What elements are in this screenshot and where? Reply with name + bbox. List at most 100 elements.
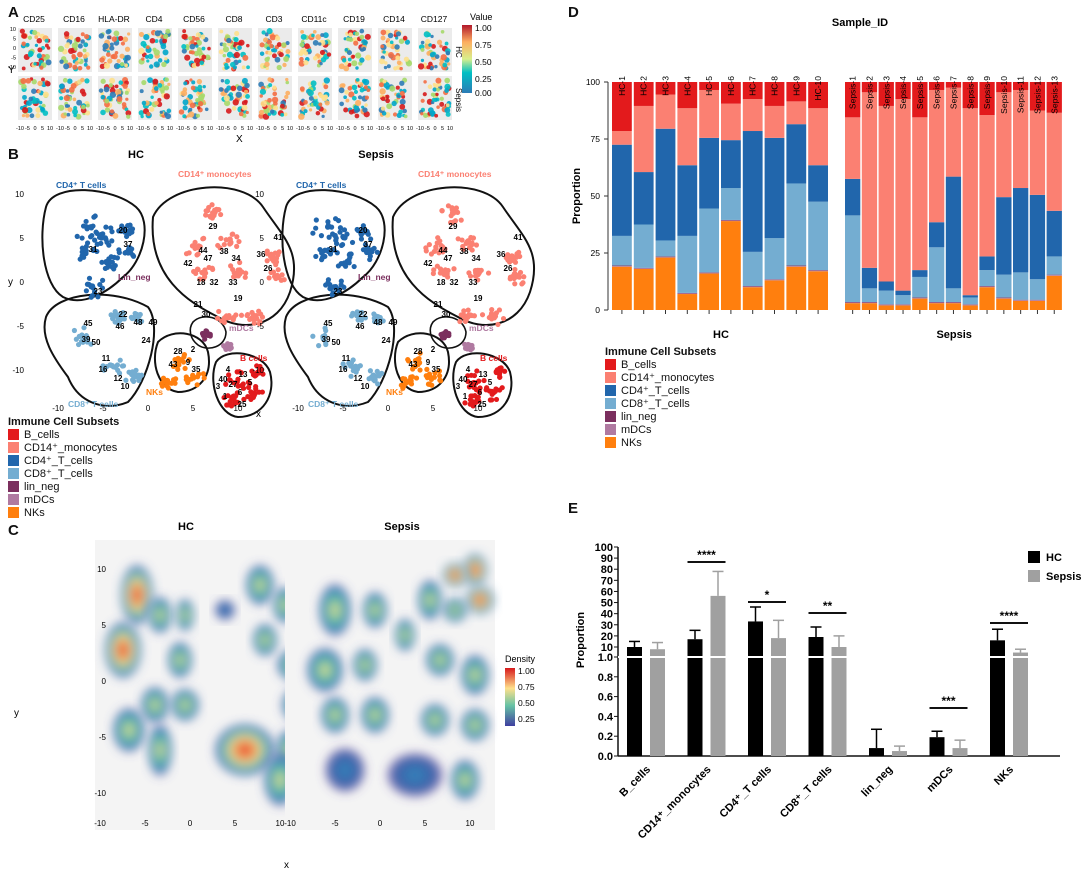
panel-c-density-blob <box>121 565 153 625</box>
panel-a-cell-point <box>109 109 115 114</box>
panel-a-ytick: 5 <box>13 37 16 43</box>
panel-label-b: B <box>8 146 19 163</box>
panel-b-cell-point <box>471 372 478 379</box>
panel-a-cell-point <box>398 38 405 44</box>
panel-a-cell-point <box>33 62 37 66</box>
panel-d-bar-segment <box>912 298 928 310</box>
panel-b-cell-point <box>442 267 448 273</box>
panel-d-bar-segment <box>895 295 911 305</box>
panel-c-density-blob <box>253 624 277 656</box>
panel-b-cluster-number: 24 <box>382 336 391 345</box>
panel-b-cell-point <box>342 234 348 240</box>
panel-b-boundary-lin <box>429 316 467 349</box>
panel-a-cell-point <box>341 58 347 63</box>
panel-b-cell-point <box>186 357 192 363</box>
panel-d-bar-segment <box>742 286 763 288</box>
panel-a-cell-point <box>380 106 386 111</box>
panel-a-cell-point <box>36 53 42 59</box>
panel-b-cell-point <box>355 227 361 234</box>
panel-a-cell-point <box>280 112 285 117</box>
panel-a-cell-point <box>243 89 249 94</box>
panel-b-cell-point <box>207 333 213 339</box>
panel-d-category-label: Sepsis-4 <box>898 76 908 109</box>
panel-b-cluster-number: 33 <box>229 278 238 287</box>
panel-b-cell-point <box>234 243 240 249</box>
panel-e-category-label: B_cells <box>617 764 653 800</box>
panel-d-category-label: HC-1 <box>617 76 627 96</box>
panel-b-cell-point <box>467 273 474 279</box>
panel-b-cluster-number: 4 <box>226 365 231 374</box>
panel-b-cell-point <box>338 242 345 249</box>
panel-b-cell-point <box>250 394 256 401</box>
panel-b-cell-point <box>252 371 259 377</box>
panel-d-category-label: Sepsis-2 <box>864 76 874 109</box>
panel-a-cell-point <box>114 84 119 89</box>
panel-a-cell-point <box>193 57 201 64</box>
panel-b-label-cd14: CD14⁺ monocytes <box>418 169 492 179</box>
panel-d-bar-segment <box>996 274 1012 298</box>
panel-a-cb-tick: 0.00 <box>475 88 492 98</box>
panel-a-cell-point <box>272 85 277 90</box>
panel-a-cell-point <box>27 50 34 57</box>
panel-a-ytick: 10 <box>10 27 16 33</box>
panel-c-xlabel: x <box>284 860 289 871</box>
panel-d-bar-segment <box>878 281 894 291</box>
panel-a-cell-point <box>436 39 443 45</box>
panel-a-cell-point <box>233 36 239 43</box>
panel-b-cluster-number: 27 <box>469 380 478 389</box>
panel-a-cell-point <box>279 103 285 109</box>
panel-b-cell-point <box>512 266 518 273</box>
panel-d-bar-segment <box>612 266 632 310</box>
panel-a-cell-point <box>380 44 385 49</box>
panel-a-cell-point <box>76 99 83 106</box>
panel-a-cell-point <box>386 37 391 42</box>
panel-b-cell-point <box>451 210 457 216</box>
panel-d-bar-segment <box>895 99 911 291</box>
panel-a-cell-point <box>444 88 450 93</box>
panel-e-ytick: 0.4 <box>598 711 614 723</box>
panel-d-title: Sample_ID <box>832 17 888 29</box>
panel-b-cell-point <box>472 273 479 279</box>
panel-a-marker-label: CD4 <box>145 14 162 24</box>
panel-a-cell-point <box>343 37 347 41</box>
panel-b-cluster-number: 3 <box>216 382 221 391</box>
panel-b-cell-point <box>496 369 502 375</box>
panel-a-cell-point <box>284 94 289 100</box>
panel-b-cell-point <box>330 290 336 296</box>
panel-a-cb-tick: 0.50 <box>475 57 492 67</box>
panel-b-cell-point <box>500 315 507 322</box>
panel-a-xtick: 0 <box>33 126 36 132</box>
panel-d-bar-segment <box>764 82 785 106</box>
panel-b-cell-point <box>465 307 471 313</box>
panel-b-cell-point <box>475 277 481 283</box>
panel-d-bar-segment <box>912 270 928 277</box>
panel-d-bar-segment <box>764 105 785 138</box>
panel-a-cell-point <box>399 66 403 71</box>
panel-b-cell-point <box>136 377 142 384</box>
panel-a-cell-point <box>183 81 188 86</box>
panel-c-density-blob <box>321 697 349 733</box>
panel-b-cell-point <box>439 208 445 214</box>
panel-a-cell-point <box>73 113 77 118</box>
panel-b-cell-point <box>470 235 477 241</box>
panel-c-title-sepsis: Sepsis <box>384 521 419 533</box>
panel-a-cell-point <box>161 61 167 68</box>
panel-a-cell-point <box>346 50 352 56</box>
legend-label: CD14⁺_monocytes <box>621 372 715 384</box>
panel-a-cell-point <box>364 103 368 107</box>
panel-a-cell-point <box>188 107 193 112</box>
panel-a-cell-point <box>395 55 401 61</box>
panel-b-cell-point <box>133 367 139 373</box>
panel-b-cell-point <box>84 240 91 246</box>
panel-b-cluster-number: 44 <box>199 246 208 255</box>
panel-a-xtick: -5 <box>145 126 150 132</box>
panel-d-bar-segment <box>1029 194 1046 280</box>
panel-a-cell-point <box>21 113 26 118</box>
panel-b-cluster-number: 49 <box>389 318 398 327</box>
panel-a-xlabel: X <box>236 134 243 145</box>
panel-label-e: E <box>568 500 579 517</box>
panel-d-bar-segment <box>912 117 928 271</box>
panel-a-cell-point <box>230 45 234 50</box>
panel-d-ytick: 75 <box>591 134 601 144</box>
panel-b-cell-point <box>473 242 480 248</box>
